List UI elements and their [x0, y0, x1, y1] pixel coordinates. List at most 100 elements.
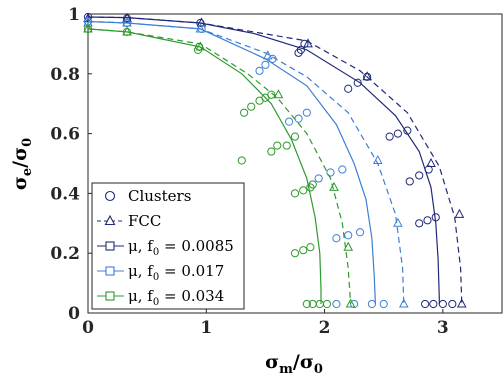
- fcc-point: [122, 12, 132, 22]
- plot-series: [83, 12, 467, 309]
- legend: Clusters FCC μ, f0 = 0.0085 μ, f0 = 0.01…: [91, 182, 245, 310]
- cluster-point: [83, 24, 93, 34]
- legend-marker-square: [105, 266, 115, 276]
- fcc-point: [454, 208, 465, 218]
- y-tick-label: 0: [68, 304, 80, 324]
- fcc-curve: [87, 28, 352, 305]
- cluster-point: [344, 231, 353, 240]
- y-tick-label: 0.8: [50, 65, 80, 85]
- cluster-point: [268, 54, 277, 63]
- fcc-point: [456, 298, 467, 308]
- cluster-point: [261, 60, 270, 69]
- cluster-point: [322, 299, 332, 309]
- cluster-point: [385, 132, 394, 141]
- cluster-point: [299, 246, 308, 255]
- cluster-point: [306, 243, 315, 252]
- cluster-point: [363, 72, 372, 81]
- legend-marker-circle: [104, 190, 116, 202]
- legend-marker-square: [105, 291, 115, 301]
- x-tick-label: 3: [437, 318, 449, 338]
- cluster-point: [122, 14, 132, 23]
- cluster-point: [332, 299, 341, 309]
- fcc-point: [343, 241, 354, 251]
- cluster-point: [431, 213, 440, 222]
- cluster-point: [247, 102, 256, 111]
- cluster-point: [405, 177, 414, 186]
- cluster-point: [393, 129, 403, 138]
- cluster-point: [424, 165, 433, 174]
- y-tick-label: 0.6: [50, 125, 80, 145]
- cluster-point: [326, 168, 335, 177]
- cluster-point: [421, 299, 430, 309]
- legend-label-f0-0085: μ, f0 = 0.0085: [128, 237, 234, 258]
- series-2: [83, 23, 356, 309]
- cluster-point: [237, 156, 246, 165]
- cluster-point: [302, 299, 311, 309]
- micromechanics-curve: [87, 28, 322, 304]
- series-1: [83, 17, 409, 309]
- cluster-point: [302, 108, 311, 117]
- micromechanics-curve: [87, 20, 376, 305]
- cluster-point: [314, 174, 323, 183]
- fcc-point: [345, 298, 356, 308]
- fcc-point: [303, 38, 313, 48]
- cluster-point: [282, 141, 291, 150]
- fcc-point: [262, 50, 273, 60]
- y-axis-label: σe/σ0: [9, 138, 35, 190]
- cluster-point: [355, 228, 365, 237]
- x-tick-label: 2: [319, 318, 331, 338]
- cluster-point: [300, 39, 309, 49]
- x-tick-label: 0: [82, 318, 94, 338]
- cluster-point: [255, 66, 264, 75]
- fcc-point: [83, 17, 93, 27]
- cluster-point: [299, 186, 308, 195]
- cluster-point: [448, 299, 457, 309]
- cluster-point: [403, 126, 412, 135]
- fcc-point: [122, 26, 132, 36]
- y-tick-label: 0.4: [50, 184, 80, 204]
- x-tick-label: 1: [200, 318, 212, 338]
- cluster-point: [415, 219, 424, 228]
- cluster-point: [415, 171, 424, 180]
- cluster-point: [240, 108, 249, 117]
- series-0: [83, 12, 467, 309]
- legend-markers: [97, 190, 124, 301]
- legend-label-f0-034: μ, f0 = 0.034: [128, 287, 224, 308]
- y-tick-label: 0.2: [50, 244, 80, 264]
- fcc-curve: [87, 20, 405, 305]
- fcc-point: [83, 23, 93, 33]
- cluster-point: [267, 147, 276, 156]
- fcc-point: [329, 181, 339, 191]
- cluster-point: [367, 299, 376, 309]
- cluster-point: [338, 165, 347, 174]
- fcc-point: [122, 17, 132, 27]
- cluster-point: [290, 132, 300, 141]
- fcc-point: [372, 154, 383, 165]
- cluster-point: [284, 117, 294, 126]
- cluster-point: [83, 12, 93, 22]
- x-axis-label: σm/σ0: [265, 351, 323, 377]
- legend-marker-triangle: [104, 214, 116, 226]
- legend-label-clusters: Clusters: [128, 187, 191, 205]
- cluster-point: [290, 189, 300, 198]
- fcc-point: [398, 298, 409, 308]
- legend-label-f0-017: μ, f0 = 0.017: [128, 262, 224, 283]
- cluster-point: [350, 299, 359, 309]
- y-tick-label: 1: [68, 5, 80, 25]
- fcc-point: [393, 217, 403, 227]
- cluster-point: [308, 180, 317, 189]
- fcc-point: [273, 89, 284, 99]
- cluster-point: [438, 299, 447, 309]
- cluster-point: [195, 42, 204, 51]
- cluster-point: [344, 84, 353, 93]
- cluster-point: [267, 90, 276, 99]
- cluster-point: [273, 141, 282, 150]
- cluster-point: [379, 299, 388, 309]
- fcc-point: [362, 71, 372, 81]
- cluster-point: [122, 27, 132, 37]
- axis-ticks: 0 1 2 3 0 0.2 0.4 0.6 0.8 1: [50, 5, 448, 338]
- legend-label-fcc: FCC: [128, 212, 161, 230]
- cluster-point: [429, 299, 438, 309]
- cluster-point: [197, 24, 206, 34]
